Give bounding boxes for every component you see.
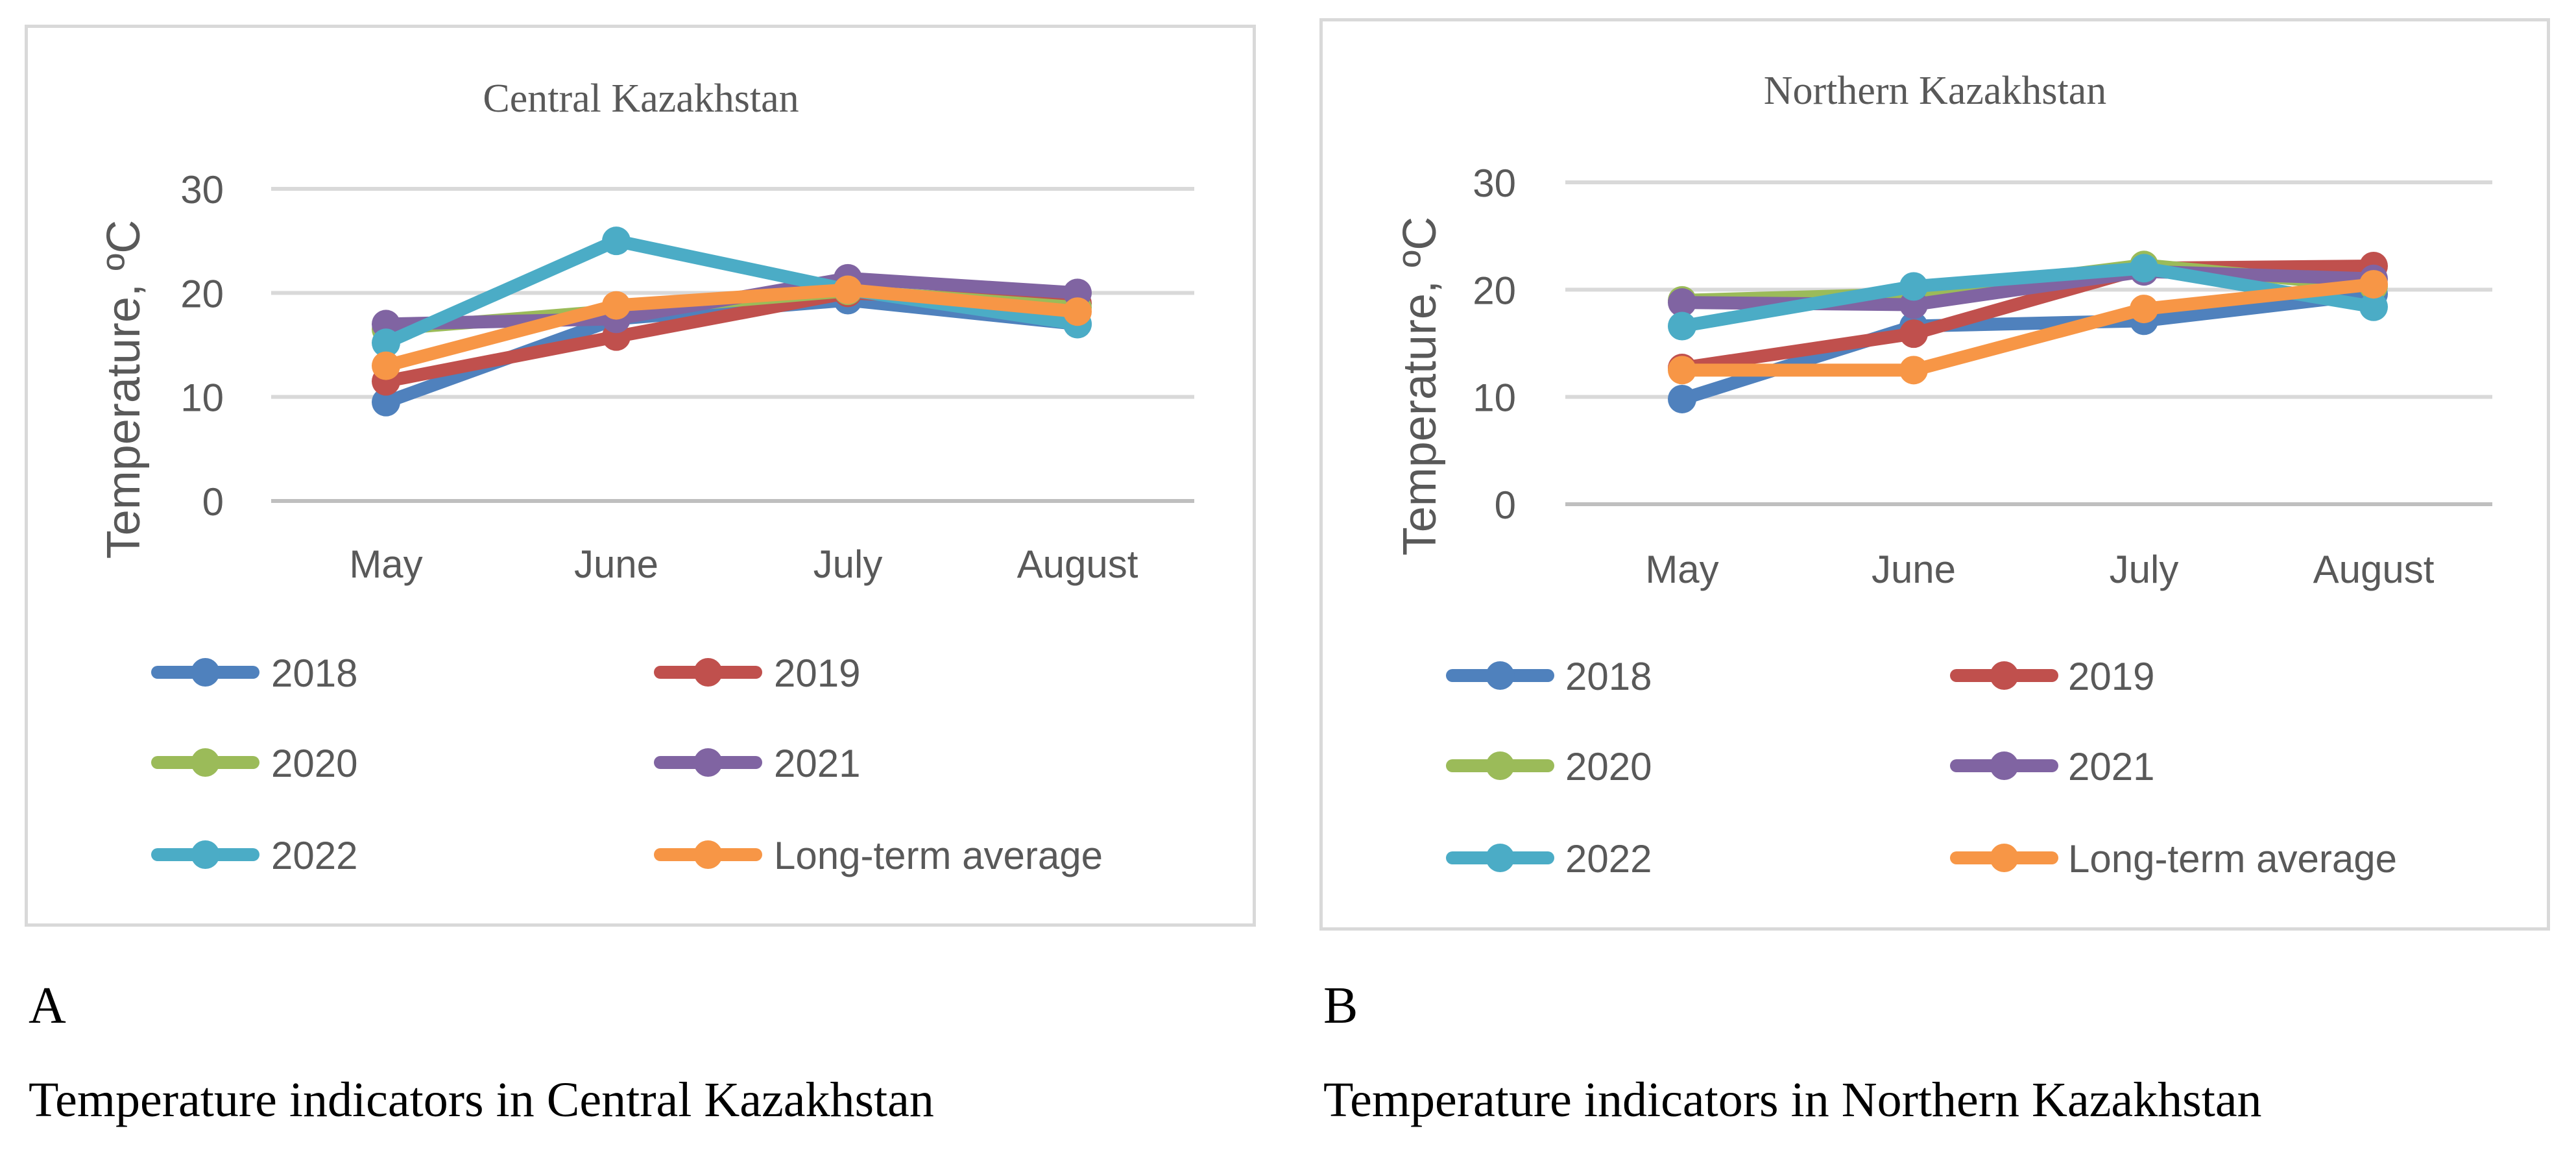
x-tick-label: July <box>813 543 883 586</box>
legend-label: 2019 <box>2068 655 2154 698</box>
x-tick-label: May <box>349 543 422 586</box>
legend-label: 2020 <box>1565 745 1652 788</box>
data-point <box>834 275 862 304</box>
legend-label: Long-term average <box>2068 837 2397 881</box>
y-tick-label: 10 <box>1473 376 1516 420</box>
y-axis-label: Temperature, ºC <box>1394 217 1446 556</box>
legend-marker <box>1486 751 1515 780</box>
chart-title-central: Central Kazakhstan <box>483 77 799 121</box>
data-point <box>1899 356 1928 385</box>
series-line-long-term-average <box>1676 278 2380 377</box>
series-line-2022 <box>1676 262 2380 333</box>
legend-marker <box>693 658 723 687</box>
y-tick-label: 20 <box>1473 269 1516 312</box>
data-point <box>2359 270 2388 299</box>
data-point <box>1899 319 1928 348</box>
data-point <box>1063 297 1092 326</box>
legend-marker <box>191 748 220 777</box>
legend-marker <box>1990 661 2019 690</box>
legend-label: 2018 <box>271 652 357 695</box>
data-point <box>372 351 400 380</box>
data-point <box>1668 384 1696 413</box>
panel-letter-b: B <box>1323 977 1358 1034</box>
y-axis-label: Temperature, ºC <box>98 220 150 559</box>
legend-marker <box>693 748 723 777</box>
data-point <box>2359 292 2388 321</box>
data-point <box>372 328 400 358</box>
data-point <box>602 291 631 320</box>
series-line-2019 <box>1676 259 2380 375</box>
legend-label: 2021 <box>774 742 860 785</box>
data-point <box>2130 295 2158 324</box>
y-tick-label: 0 <box>202 480 224 524</box>
y-tick-label: 10 <box>180 376 224 420</box>
panel-caption-a: Temperature indicators in Central Kazakh… <box>29 1073 934 1127</box>
legend-marker <box>191 840 220 869</box>
legend-marker <box>191 658 220 687</box>
x-tick-label: July <box>2110 548 2179 591</box>
legend-marker <box>1990 751 2019 780</box>
legend-label: Long-term average <box>774 834 1103 877</box>
chart-frame-northern <box>1319 18 2550 931</box>
legend-marker <box>1990 844 2019 872</box>
x-tick-label: May <box>1645 548 1718 591</box>
legend-label: 2022 <box>271 834 357 877</box>
series-line-long-term-average <box>379 283 1084 372</box>
legend-label: 2021 <box>2068 745 2154 788</box>
panel-letter-a: A <box>29 977 66 1034</box>
legend-label: 2020 <box>271 742 357 785</box>
legend-label: 2018 <box>1565 655 1652 698</box>
x-tick-label: June <box>574 543 658 586</box>
legend-marker <box>1486 844 1515 872</box>
chart-frame-central <box>25 25 1256 927</box>
y-tick-label: 30 <box>1473 162 1516 205</box>
data-point <box>1668 356 1696 385</box>
legend-label: 2019 <box>774 652 860 695</box>
legend-marker <box>1486 661 1515 690</box>
data-point <box>2130 254 2158 283</box>
data-point <box>372 387 400 417</box>
x-tick-label: June <box>1872 548 1956 591</box>
x-tick-label: August <box>2313 548 2435 591</box>
data-point <box>602 226 631 256</box>
y-tick-label: 20 <box>180 272 224 315</box>
x-tick-label: August <box>1017 543 1138 586</box>
data-point <box>1668 311 1696 341</box>
series-line-2018 <box>1676 287 2380 406</box>
legend-label: 2022 <box>1565 837 1652 881</box>
y-tick-label: 30 <box>180 168 224 212</box>
y-tick-label: 0 <box>1495 483 1516 527</box>
panel-caption-b: Temperature indicators in Northern Kazak… <box>1323 1073 2262 1127</box>
data-point <box>1668 288 1696 317</box>
data-point <box>1899 272 1928 301</box>
chart-title-northern: Northern Kazakhstan <box>1764 69 2107 113</box>
legend-marker <box>693 840 723 869</box>
